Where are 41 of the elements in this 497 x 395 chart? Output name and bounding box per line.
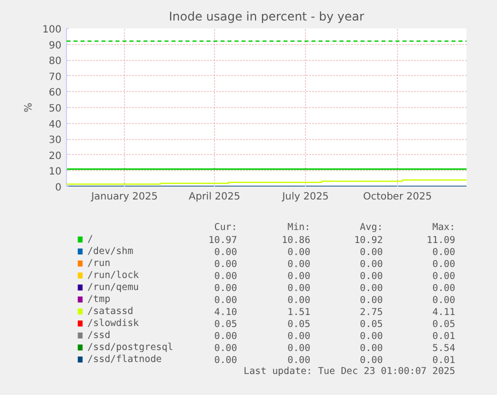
y-tick-label: 100	[42, 24, 62, 36]
text: 0.00 0.00 0.00 5.54	[214, 343, 456, 354]
legend-label: /run/lock	[87, 270, 140, 281]
y-tick-label: 70	[48, 72, 62, 83]
y-tick-label: 60	[48, 88, 62, 99]
text: Last update: Tue Dec 23 01:00:07 2025	[244, 366, 456, 377]
y-tick-label: 30	[48, 135, 62, 146]
text: 0.00 0.00 0.00 0.00	[214, 259, 456, 270]
y-tick-label: 40	[48, 119, 62, 130]
text: 0.05 0.05 0.05 0.05	[214, 319, 456, 330]
legend-label: /dev/shm	[87, 246, 134, 257]
x-tick-label: April 2025	[188, 192, 240, 202]
y-tick-label: 10	[48, 166, 62, 178]
text: 0.00 0.00 0.00 0.00	[214, 247, 456, 258]
text: 0.00 0.00 0.00 0.00	[214, 283, 456, 294]
x-tick-label: January 2025	[90, 192, 158, 202]
text: 0.00 0.00 0.00 0.01	[214, 355, 456, 366]
y-tick-label: 0	[55, 182, 62, 194]
chart-title: Inode usage in percent - by year	[168, 10, 364, 24]
text: Cur: Min: Avg: Max:	[214, 222, 456, 233]
y-tick-label: 20	[48, 150, 62, 162]
text: 0.00 0.00 0.00 0.00	[214, 271, 456, 282]
y-tick-label: 90	[48, 40, 62, 52]
legend-label: /	[87, 234, 94, 245]
legend-label: /ssd/flatnode	[87, 354, 162, 365]
text: 10.97 10.86 10.92 11.09	[208, 235, 456, 246]
legend-label: /run/qemu	[87, 282, 139, 293]
y-tick-label: 50	[48, 104, 62, 114]
text: 4.10 1.51 2.75 4.11	[214, 307, 456, 318]
legend-label: /ssd	[87, 330, 110, 341]
legend-label: /tmp	[87, 294, 111, 305]
legend-label: /slowdisk	[87, 318, 140, 329]
y-tick-label: 80	[48, 56, 62, 68]
legend-label: /ssd/postgresql	[87, 342, 174, 353]
text: 0.00 0.00 0.00 0.00	[214, 295, 456, 306]
x-tick-label: October 2025	[363, 192, 432, 202]
text: 0.00 0.00 0.00 0.01	[214, 331, 456, 342]
y-axis-title: %	[23, 102, 34, 112]
x-tick-label: July 2025	[281, 192, 329, 202]
legend-label: /satassd	[87, 306, 134, 317]
legend-label: /run	[87, 258, 110, 269]
